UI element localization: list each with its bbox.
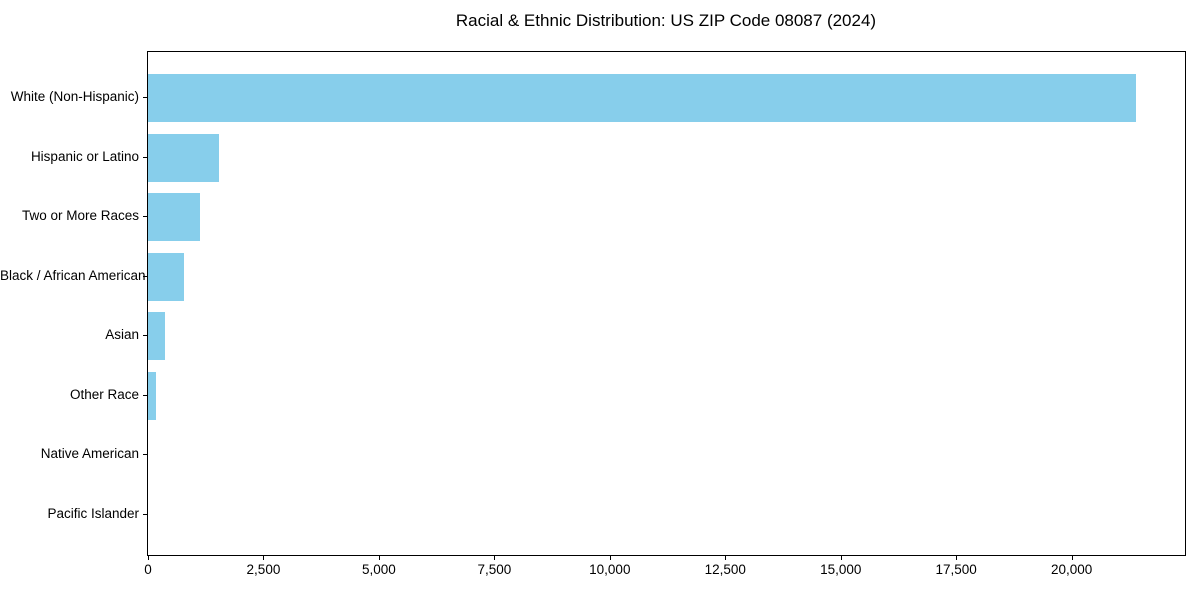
plot-area [147, 51, 1186, 556]
y-tick-mark [143, 97, 147, 98]
x-tick-label: 20,000 [1050, 562, 1093, 577]
bar [148, 371, 156, 420]
y-tick-mark [143, 513, 147, 515]
x-tick-mark [494, 556, 496, 560]
x-tick-label: 5,000 [362, 562, 396, 577]
bar [148, 133, 219, 182]
y-tick-label: Black / African American [0, 267, 146, 283]
y-tick-label: Other Race [69, 386, 139, 402]
x-tick-label: 7,500 [477, 562, 512, 577]
x-tick-mark [840, 556, 842, 560]
y-tick-mark [143, 216, 147, 217]
y-tick-label: Two or More Races [21, 208, 139, 223]
x-tick-mark [609, 556, 611, 560]
y-tick-mark [143, 156, 147, 158]
y-tick-mark [143, 335, 147, 336]
x-tick-label: 15,000 [820, 562, 862, 577]
x-tick-mark [263, 556, 265, 560]
x-tick-label: 2,500 [246, 562, 281, 577]
y-tick-label: Hispanic or Latino [30, 148, 139, 164]
y-tick-label: White (Non-Hispanic) [10, 89, 139, 104]
y-tick-label: Pacific Islander [47, 505, 139, 521]
x-tick-mark [725, 556, 727, 560]
y-tick-mark [143, 394, 147, 396]
x-tick-label: 17,500 [935, 562, 977, 577]
x-tick-label: 12,500 [704, 562, 746, 577]
x-tick-mark [956, 556, 958, 560]
bar [148, 252, 185, 301]
x-tick-mark [1071, 556, 1073, 560]
y-tick-mark [143, 275, 147, 277]
x-tick-label: 0 [144, 562, 152, 577]
bar [148, 74, 1137, 122]
x-tick-mark [378, 556, 380, 560]
bar [148, 193, 201, 241]
y-tick-label: Native American [40, 446, 139, 461]
bar [148, 312, 166, 360]
y-tick-mark [143, 454, 147, 455]
y-tick-label: Asian [105, 327, 139, 342]
x-tick-label: 10,000 [589, 562, 631, 577]
chart-title: Racial & Ethnic Distribution: US ZIP Cod… [455, 11, 877, 30]
x-tick-mark [148, 556, 149, 560]
